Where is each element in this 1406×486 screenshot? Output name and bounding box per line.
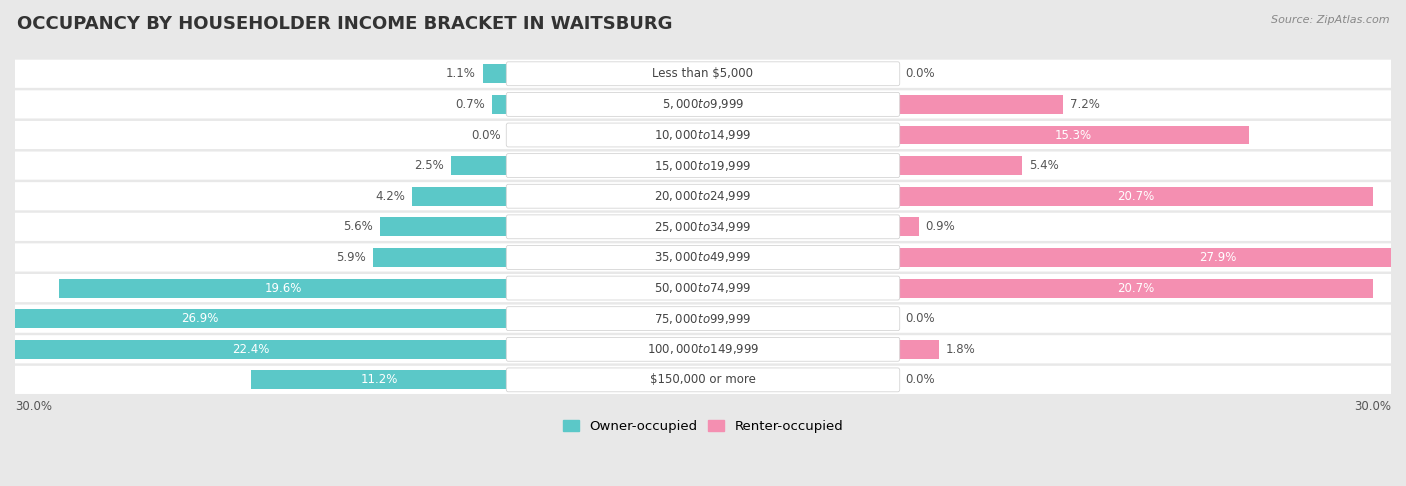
Text: OCCUPANCY BY HOUSEHOLDER INCOME BRACKET IN WAITSBURG: OCCUPANCY BY HOUSEHOLDER INCOME BRACKET … — [17, 15, 672, 33]
Text: $10,000 to $14,999: $10,000 to $14,999 — [654, 128, 752, 142]
FancyBboxPatch shape — [506, 245, 900, 269]
Text: 30.0%: 30.0% — [1354, 400, 1391, 413]
Text: $35,000 to $49,999: $35,000 to $49,999 — [654, 250, 752, 264]
Bar — [59, 278, 508, 297]
Bar — [898, 95, 1063, 114]
Text: 0.0%: 0.0% — [905, 373, 935, 386]
Text: $100,000 to $149,999: $100,000 to $149,999 — [647, 342, 759, 356]
Text: 1.8%: 1.8% — [946, 343, 976, 356]
Text: 22.4%: 22.4% — [232, 343, 270, 356]
Bar — [898, 156, 1022, 175]
FancyBboxPatch shape — [506, 337, 900, 361]
FancyBboxPatch shape — [15, 182, 1391, 210]
Text: 30.0%: 30.0% — [15, 400, 52, 413]
FancyBboxPatch shape — [506, 368, 900, 392]
FancyBboxPatch shape — [506, 123, 900, 147]
FancyBboxPatch shape — [15, 121, 1391, 149]
Bar — [898, 217, 918, 236]
Text: 20.7%: 20.7% — [1116, 281, 1154, 295]
Bar — [451, 156, 508, 175]
FancyBboxPatch shape — [506, 92, 900, 116]
FancyBboxPatch shape — [15, 366, 1391, 394]
FancyBboxPatch shape — [15, 305, 1391, 333]
FancyBboxPatch shape — [506, 307, 900, 330]
Bar — [492, 95, 508, 114]
Text: 4.2%: 4.2% — [375, 190, 405, 203]
Bar — [482, 64, 508, 83]
Text: 5.9%: 5.9% — [336, 251, 366, 264]
FancyBboxPatch shape — [15, 243, 1391, 272]
Text: $75,000 to $99,999: $75,000 to $99,999 — [654, 312, 752, 326]
FancyBboxPatch shape — [506, 62, 900, 86]
Text: 15.3%: 15.3% — [1054, 128, 1092, 141]
Bar — [898, 248, 1406, 267]
Text: $25,000 to $34,999: $25,000 to $34,999 — [654, 220, 752, 234]
Text: $150,000 or more: $150,000 or more — [650, 373, 756, 386]
Text: 20.7%: 20.7% — [1116, 190, 1154, 203]
FancyBboxPatch shape — [15, 152, 1391, 180]
Text: 0.0%: 0.0% — [905, 67, 935, 80]
Text: $5,000 to $9,999: $5,000 to $9,999 — [662, 97, 744, 111]
Bar — [0, 340, 508, 359]
Bar — [252, 370, 508, 389]
FancyBboxPatch shape — [506, 215, 900, 239]
Text: 7.2%: 7.2% — [1070, 98, 1099, 111]
Text: 27.9%: 27.9% — [1199, 251, 1236, 264]
Text: 0.9%: 0.9% — [925, 220, 955, 233]
Bar — [380, 217, 508, 236]
FancyBboxPatch shape — [15, 60, 1391, 88]
Text: 26.9%: 26.9% — [181, 312, 218, 325]
FancyBboxPatch shape — [15, 335, 1391, 364]
FancyBboxPatch shape — [506, 276, 900, 300]
Text: 1.1%: 1.1% — [446, 67, 477, 80]
Text: $20,000 to $24,999: $20,000 to $24,999 — [654, 189, 752, 203]
Text: $50,000 to $74,999: $50,000 to $74,999 — [654, 281, 752, 295]
FancyBboxPatch shape — [506, 184, 900, 208]
Text: 0.7%: 0.7% — [456, 98, 485, 111]
Bar — [898, 125, 1249, 144]
Text: Less than $5,000: Less than $5,000 — [652, 67, 754, 80]
Text: Source: ZipAtlas.com: Source: ZipAtlas.com — [1271, 15, 1389, 25]
Text: 5.4%: 5.4% — [1029, 159, 1059, 172]
Text: $15,000 to $19,999: $15,000 to $19,999 — [654, 158, 752, 173]
Bar — [373, 248, 508, 267]
Legend: Owner-occupied, Renter-occupied: Owner-occupied, Renter-occupied — [558, 415, 848, 438]
Text: 0.0%: 0.0% — [471, 128, 501, 141]
Bar — [898, 187, 1372, 206]
FancyBboxPatch shape — [15, 213, 1391, 241]
Bar — [0, 309, 508, 328]
FancyBboxPatch shape — [15, 90, 1391, 119]
Bar — [898, 340, 939, 359]
Bar — [898, 278, 1372, 297]
Text: 19.6%: 19.6% — [264, 281, 302, 295]
Text: 5.6%: 5.6% — [343, 220, 373, 233]
Text: 11.2%: 11.2% — [361, 373, 398, 386]
FancyBboxPatch shape — [506, 154, 900, 177]
Text: 2.5%: 2.5% — [415, 159, 444, 172]
Text: 0.0%: 0.0% — [905, 312, 935, 325]
FancyBboxPatch shape — [15, 274, 1391, 302]
Bar — [412, 187, 508, 206]
